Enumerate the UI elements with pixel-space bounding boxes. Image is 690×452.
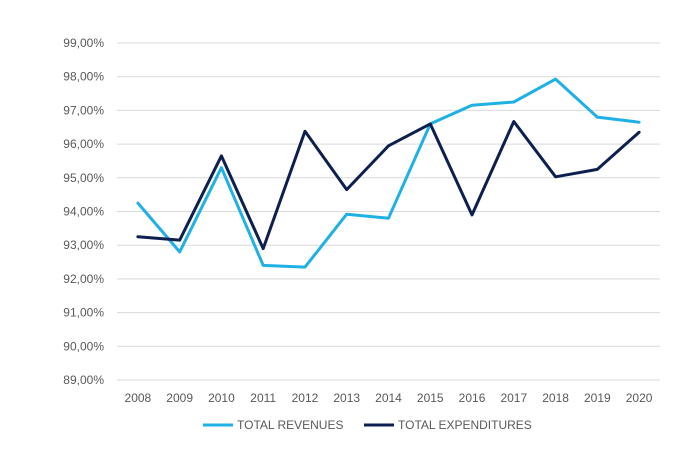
x-tick-label-2011: 2011 xyxy=(250,391,276,405)
x-tick-label-2010: 2010 xyxy=(208,391,235,405)
series-line-total-revenues xyxy=(136,77,641,269)
x-tick-label-2014: 2014 xyxy=(375,391,402,405)
y-tick-label: 90,00% xyxy=(63,339,104,353)
y-tick-label: 94,00% xyxy=(63,205,104,219)
x-tick-label-2018: 2018 xyxy=(542,391,569,405)
y-tick-label: 97,00% xyxy=(63,103,104,117)
y-tick-label: 98,00% xyxy=(63,70,104,84)
legend: TOTAL REVENUES TOTAL EXPENDITURES xyxy=(203,418,532,432)
x-tick-label-2015: 2015 xyxy=(417,391,444,405)
y-tick-label: 91,00% xyxy=(63,306,104,320)
x-tick-label-2008: 2008 xyxy=(125,391,152,405)
x-tick-label-2012: 2012 xyxy=(292,391,319,405)
x-tick-label-2017: 2017 xyxy=(500,391,527,405)
x-tick-label-2016: 2016 xyxy=(459,391,486,405)
y-tick-label: 99,00% xyxy=(63,36,104,50)
x-axis-ticks: 2008 2009 2010 2011 2012 2013 2014 2015 2016 2017… xyxy=(125,391,653,405)
y-tick-label: 96,00% xyxy=(63,137,104,151)
series-lines xyxy=(136,77,641,269)
y-tick-label: 92,00% xyxy=(63,272,104,286)
legend-label-total-expenditures: TOTAL EXPENDITURES xyxy=(398,418,532,432)
x-tick-label-2019: 2019 xyxy=(584,391,611,405)
x-tick-label-2009: 2009 xyxy=(166,391,193,405)
grid-lines xyxy=(117,42,660,381)
series-line-total-expenditures xyxy=(136,120,641,251)
y-axis-ticks: 89,00% 90,00% 91,00% 92,00% 93,00% 94,00% 95,0… xyxy=(63,36,104,387)
y-tick-label: 95,00% xyxy=(63,171,104,185)
legend-label-total-revenues: TOTAL REVENUES xyxy=(237,418,343,432)
y-tick-label: 93,00% xyxy=(63,238,104,252)
x-tick-label-2013: 2013 xyxy=(333,391,360,405)
x-tick-label-2020: 2020 xyxy=(626,391,653,405)
y-tick-label: 89,00% xyxy=(63,373,104,387)
